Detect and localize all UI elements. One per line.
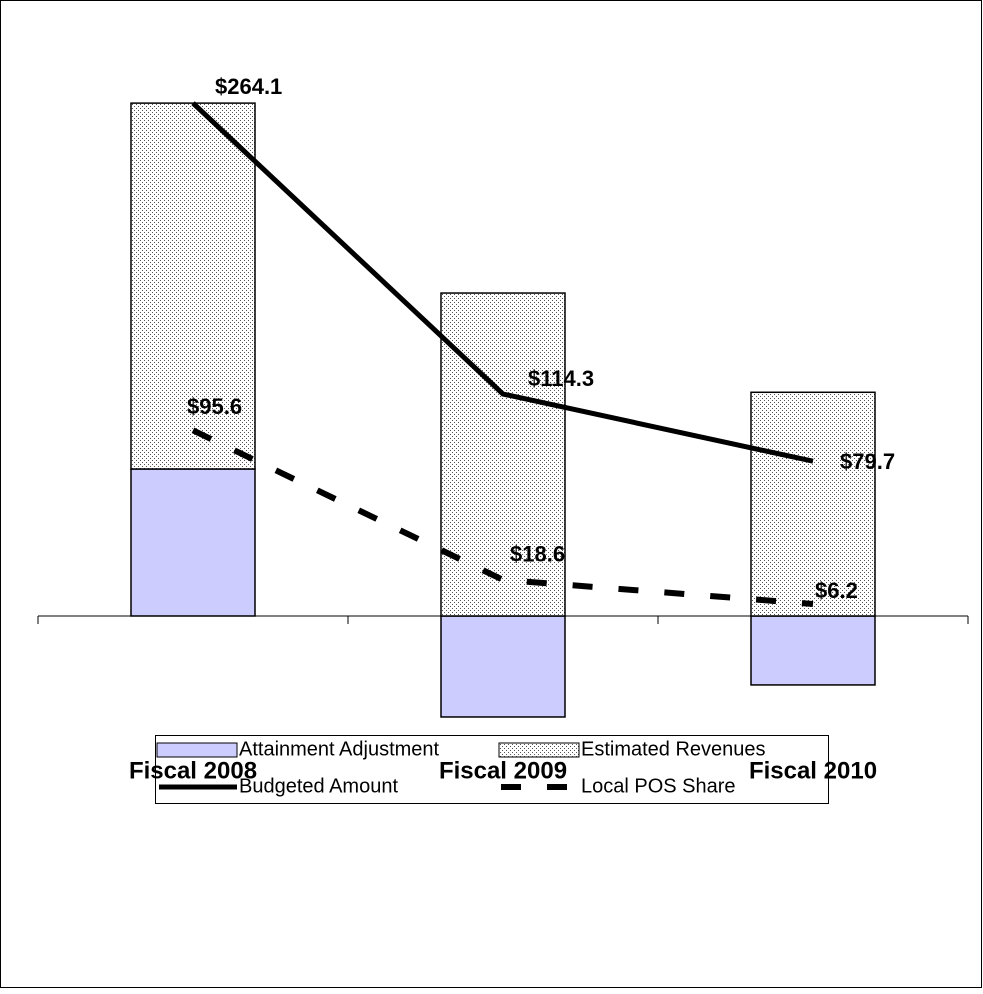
legend-label: Local POS Share: [581, 775, 736, 797]
data-label: $79.7: [840, 449, 895, 474]
bar: [750, 391, 876, 617]
legend-swatch: [498, 742, 580, 758]
legend-label: Attainment Adjustment: [239, 738, 440, 760]
legend-label: Budgeted Amount: [239, 775, 398, 797]
data-label: $18.6: [510, 542, 565, 567]
legend-box: [155, 735, 829, 804]
bar: [750, 615, 876, 686]
legend-swatch: [156, 742, 238, 758]
data-label: $6.2: [815, 578, 858, 603]
bar: [440, 615, 566, 718]
data-label: $95.6: [187, 394, 242, 419]
x-tick-label: Fiscal 2009: [439, 757, 567, 784]
data-label: $114.3: [528, 366, 594, 391]
line: [191, 101, 814, 464]
x-tick-label: Fiscal 2010: [749, 757, 877, 784]
legend-label: Estimated Revenues: [581, 738, 766, 760]
data-label: $264.1: [215, 74, 282, 99]
bar: [130, 468, 256, 617]
bar: [440, 292, 566, 617]
x-tick-label: Fiscal 2008: [129, 757, 257, 784]
